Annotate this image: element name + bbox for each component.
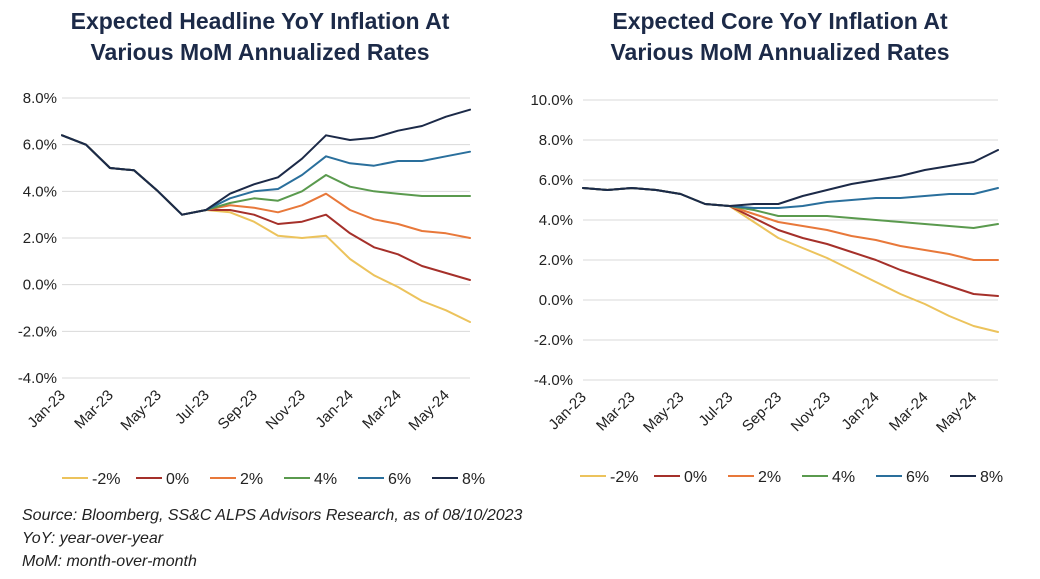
series-line-0pct (61, 134, 471, 281)
x-tick-label: May-23 (640, 389, 687, 436)
legend-label: -2% (92, 471, 120, 488)
legend-label: 6% (906, 469, 929, 486)
legend-label: 6% (388, 471, 411, 488)
headline-chart-panel: Expected Headline YoY Inflation At Vario… (0, 0, 520, 500)
yoy-note: YoY: year-over-year (22, 530, 164, 547)
legend-label: 2% (758, 469, 781, 486)
headline-chart: 8.0%6.0%4.0%2.0%0.0%-2.0%-4.0%Jan-23 Mar-… (18, 90, 485, 488)
headline-chart-title: Expected Headline YoY Inflation At Vario… (0, 6, 520, 68)
x-tick-label: Nov-23 (788, 389, 834, 435)
legend-label: 8% (462, 471, 485, 488)
x-tick-label: Jan-23 (24, 387, 68, 431)
series-line-2pct (61, 134, 471, 239)
legend-label: 0% (684, 469, 707, 486)
x-tick-label: May-24 (405, 387, 452, 434)
y-tick-label: 4.0% (23, 183, 57, 200)
y-tick-label: 0.0% (23, 277, 57, 294)
y-tick-label: 2.0% (539, 252, 573, 269)
legend-label: 8% (980, 469, 1003, 486)
core-chart-title: Expected Core YoY Inflation At Various M… (520, 6, 1040, 68)
x-tick-label: May-23 (117, 387, 164, 434)
x-tick-label: May-24 (933, 389, 980, 436)
legend-label: 4% (832, 469, 855, 486)
source-line: Source: Bloomberg, SS&C ALPS Advisors Re… (22, 507, 523, 524)
y-tick-label: 4.0% (539, 212, 573, 229)
legend-label: -2% (610, 469, 638, 486)
mom-note: MoM: month-over-month (22, 553, 197, 570)
series-line-8pct (61, 108, 471, 216)
x-tick-label: Mar-24 (886, 389, 932, 435)
y-tick-label: -4.0% (18, 370, 57, 387)
y-tick-label: 6.0% (539, 172, 573, 189)
x-tick-label: Jan-24 (312, 387, 356, 431)
y-tick-label: 8.0% (23, 90, 57, 107)
series-line-8pct (582, 149, 999, 207)
y-tick-label: -4.0% (534, 372, 573, 389)
series-line-neg2pct (61, 134, 471, 323)
y-tick-label: -2.0% (18, 323, 57, 340)
x-tick-label: Sep-23 (215, 387, 261, 433)
headline-title-line1: Expected Headline YoY Inflation At (70, 8, 450, 34)
y-tick-label: 0.0% (539, 292, 573, 309)
x-tick-label: Sep-23 (739, 389, 785, 435)
x-tick-label: Jan-24 (838, 389, 882, 433)
x-tick-label: Jul-23 (695, 389, 736, 430)
core-title-line2: Various MoM Annualized Rates (610, 39, 950, 65)
core-title-line1: Expected Core YoY Inflation At (612, 8, 948, 34)
x-tick-label: Nov-23 (263, 387, 309, 433)
y-tick-label: 10.0% (530, 92, 573, 109)
legend-label: 0% (166, 471, 189, 488)
series-line-4pct (61, 134, 471, 216)
y-tick-label: -2.0% (534, 332, 573, 349)
core-chart-panel: Expected Core YoY Inflation At Various M… (520, 0, 1040, 500)
series-line-6pct (61, 134, 471, 216)
x-tick-label: Mar-24 (359, 387, 405, 433)
y-tick-label: 6.0% (23, 137, 57, 154)
x-tick-label: Jul-23 (172, 387, 213, 428)
x-tick-label: Mar-23 (71, 387, 117, 433)
series-line-6pct (582, 187, 999, 209)
y-tick-label: 8.0% (539, 132, 573, 149)
y-tick-label: 2.0% (23, 230, 57, 247)
core-chart: 10.0%8.0%6.0%4.0%2.0%0.0%-2.0%-4.0%Jan-2… (530, 92, 1003, 486)
x-tick-label: Jan-23 (545, 389, 589, 433)
x-tick-label: Mar-23 (593, 389, 639, 435)
legend-label: 4% (314, 471, 337, 488)
headline-title-line2: Various MoM Annualized Rates (90, 39, 430, 65)
source-notes: Source: Bloomberg, SS&C ALPS Advisors Re… (22, 504, 522, 573)
legend-label: 2% (240, 471, 263, 488)
